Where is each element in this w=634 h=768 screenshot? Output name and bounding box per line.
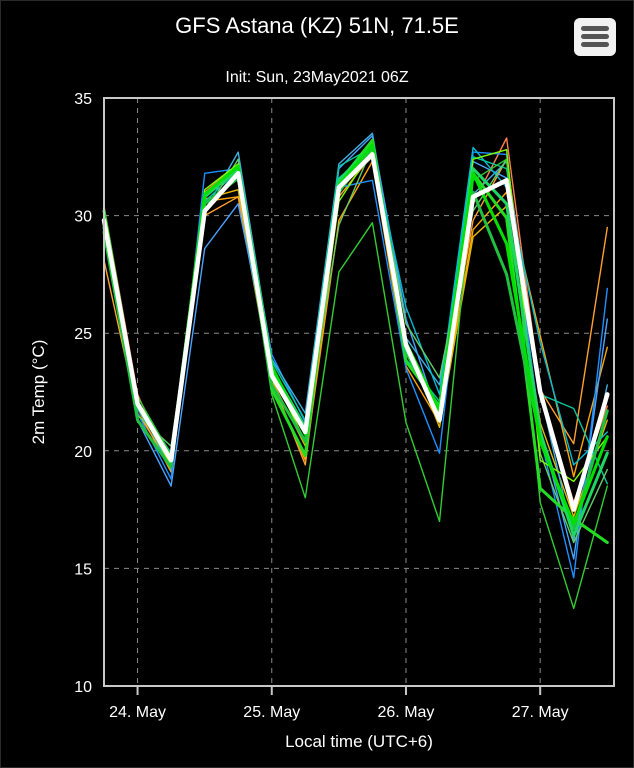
ensemble-member-line — [103, 146, 608, 485]
ensemble-member-line — [103, 137, 608, 504]
x-tick-label: 26. May — [378, 704, 435, 721]
y-axis-labels: 10 15 20 25 30 35 — [74, 91, 92, 696]
y-tick-label: 10 — [74, 679, 92, 696]
series-group — [101, 132, 610, 610]
menu-bar-icon — [581, 26, 609, 31]
y-tick-label: 20 — [74, 444, 92, 461]
chart-subtitle: Init: Sun, 23May2021 06Z — [225, 69, 408, 86]
y-tick-label: 35 — [74, 91, 92, 108]
plot-frame — [103, 97, 615, 687]
chart-title: GFS Astana (KZ) 51N, 71.5E — [175, 13, 459, 38]
x-tick-label: 25. May — [243, 704, 300, 721]
y-axis-title: 2m Temp (°C) — [29, 340, 48, 445]
y-tick-label: 15 — [74, 561, 92, 578]
menu-bar-icon — [581, 34, 609, 39]
menu-button[interactable] — [574, 18, 616, 56]
y-tick-label: 30 — [74, 209, 92, 226]
x-axis-labels: 24. May 25. May 26. May 27. May — [109, 704, 569, 721]
y-tick-label: 25 — [74, 326, 92, 343]
ensemble-mean-line — [101, 152, 610, 512]
x-tick-label: 27. May — [512, 704, 569, 721]
menu-bar-icon — [581, 42, 609, 47]
x-tick-label: 24. May — [109, 704, 166, 721]
x-axis-title: Local time (UTC+6) — [285, 732, 433, 751]
